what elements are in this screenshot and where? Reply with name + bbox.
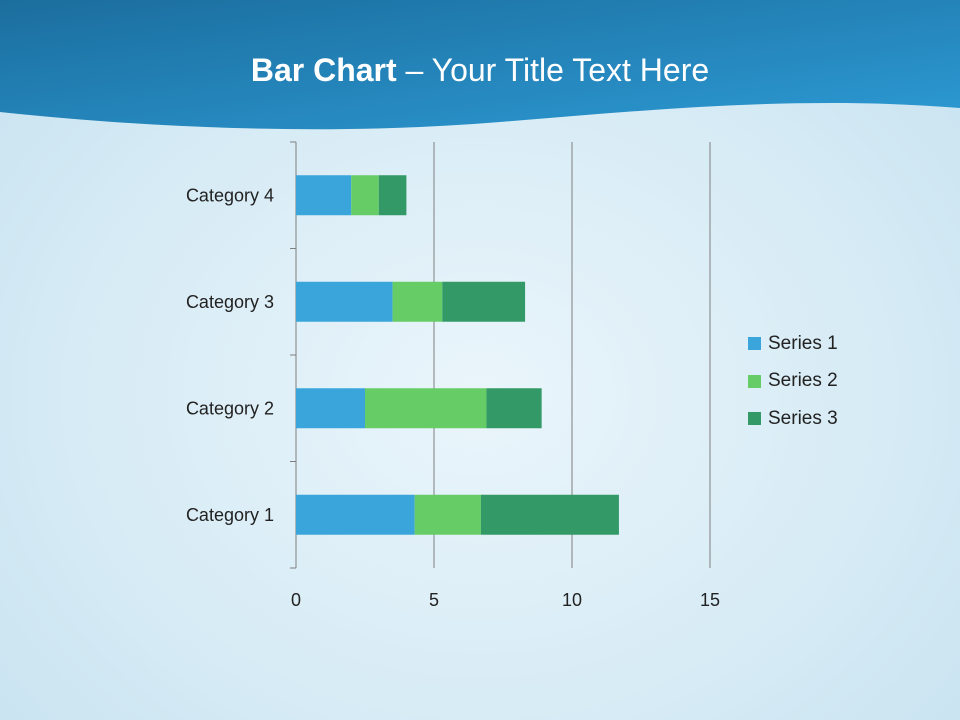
- legend-item: Series 3: [748, 400, 838, 438]
- bar-series-2: [351, 175, 379, 216]
- x-tick-label: 15: [700, 590, 720, 610]
- category-label: Category 1: [186, 505, 274, 525]
- bar-series-3: [378, 175, 407, 216]
- legend-label: Series 3: [768, 407, 838, 429]
- bar-series-2: [414, 494, 481, 535]
- slide-title: Bar Chart – Your Title Text Here: [250, 52, 710, 88]
- bar-series-3: [486, 388, 542, 429]
- legend-label: Series 2: [768, 370, 838, 392]
- bar-series-3: [480, 494, 619, 535]
- legend-item: Series 2: [748, 363, 838, 401]
- x-tick-label: 0: [291, 590, 301, 610]
- bar-series-1: [296, 388, 365, 429]
- legend: Series 1 Series 2 Series 3: [748, 325, 838, 438]
- x-tick-label: 5: [429, 590, 439, 610]
- category-label: Category 3: [186, 292, 274, 312]
- bar-series-1: [296, 281, 393, 322]
- bar-series-2: [365, 388, 487, 429]
- category-label: Category 4: [186, 185, 274, 205]
- legend-swatch: [748, 337, 761, 351]
- legend-swatch: [748, 412, 761, 426]
- bar-series-3: [442, 281, 526, 322]
- header-banner: [0, 0, 960, 130]
- legend-swatch: [748, 374, 761, 388]
- x-tick-label: 10: [562, 590, 582, 610]
- bar-series-1: [296, 494, 415, 535]
- category-label: Category 2: [186, 398, 274, 418]
- bar-series-2: [392, 281, 443, 322]
- legend-item: Series 1: [748, 325, 838, 363]
- legend-label: Series 1: [768, 332, 838, 354]
- bar-series-1: [296, 175, 352, 216]
